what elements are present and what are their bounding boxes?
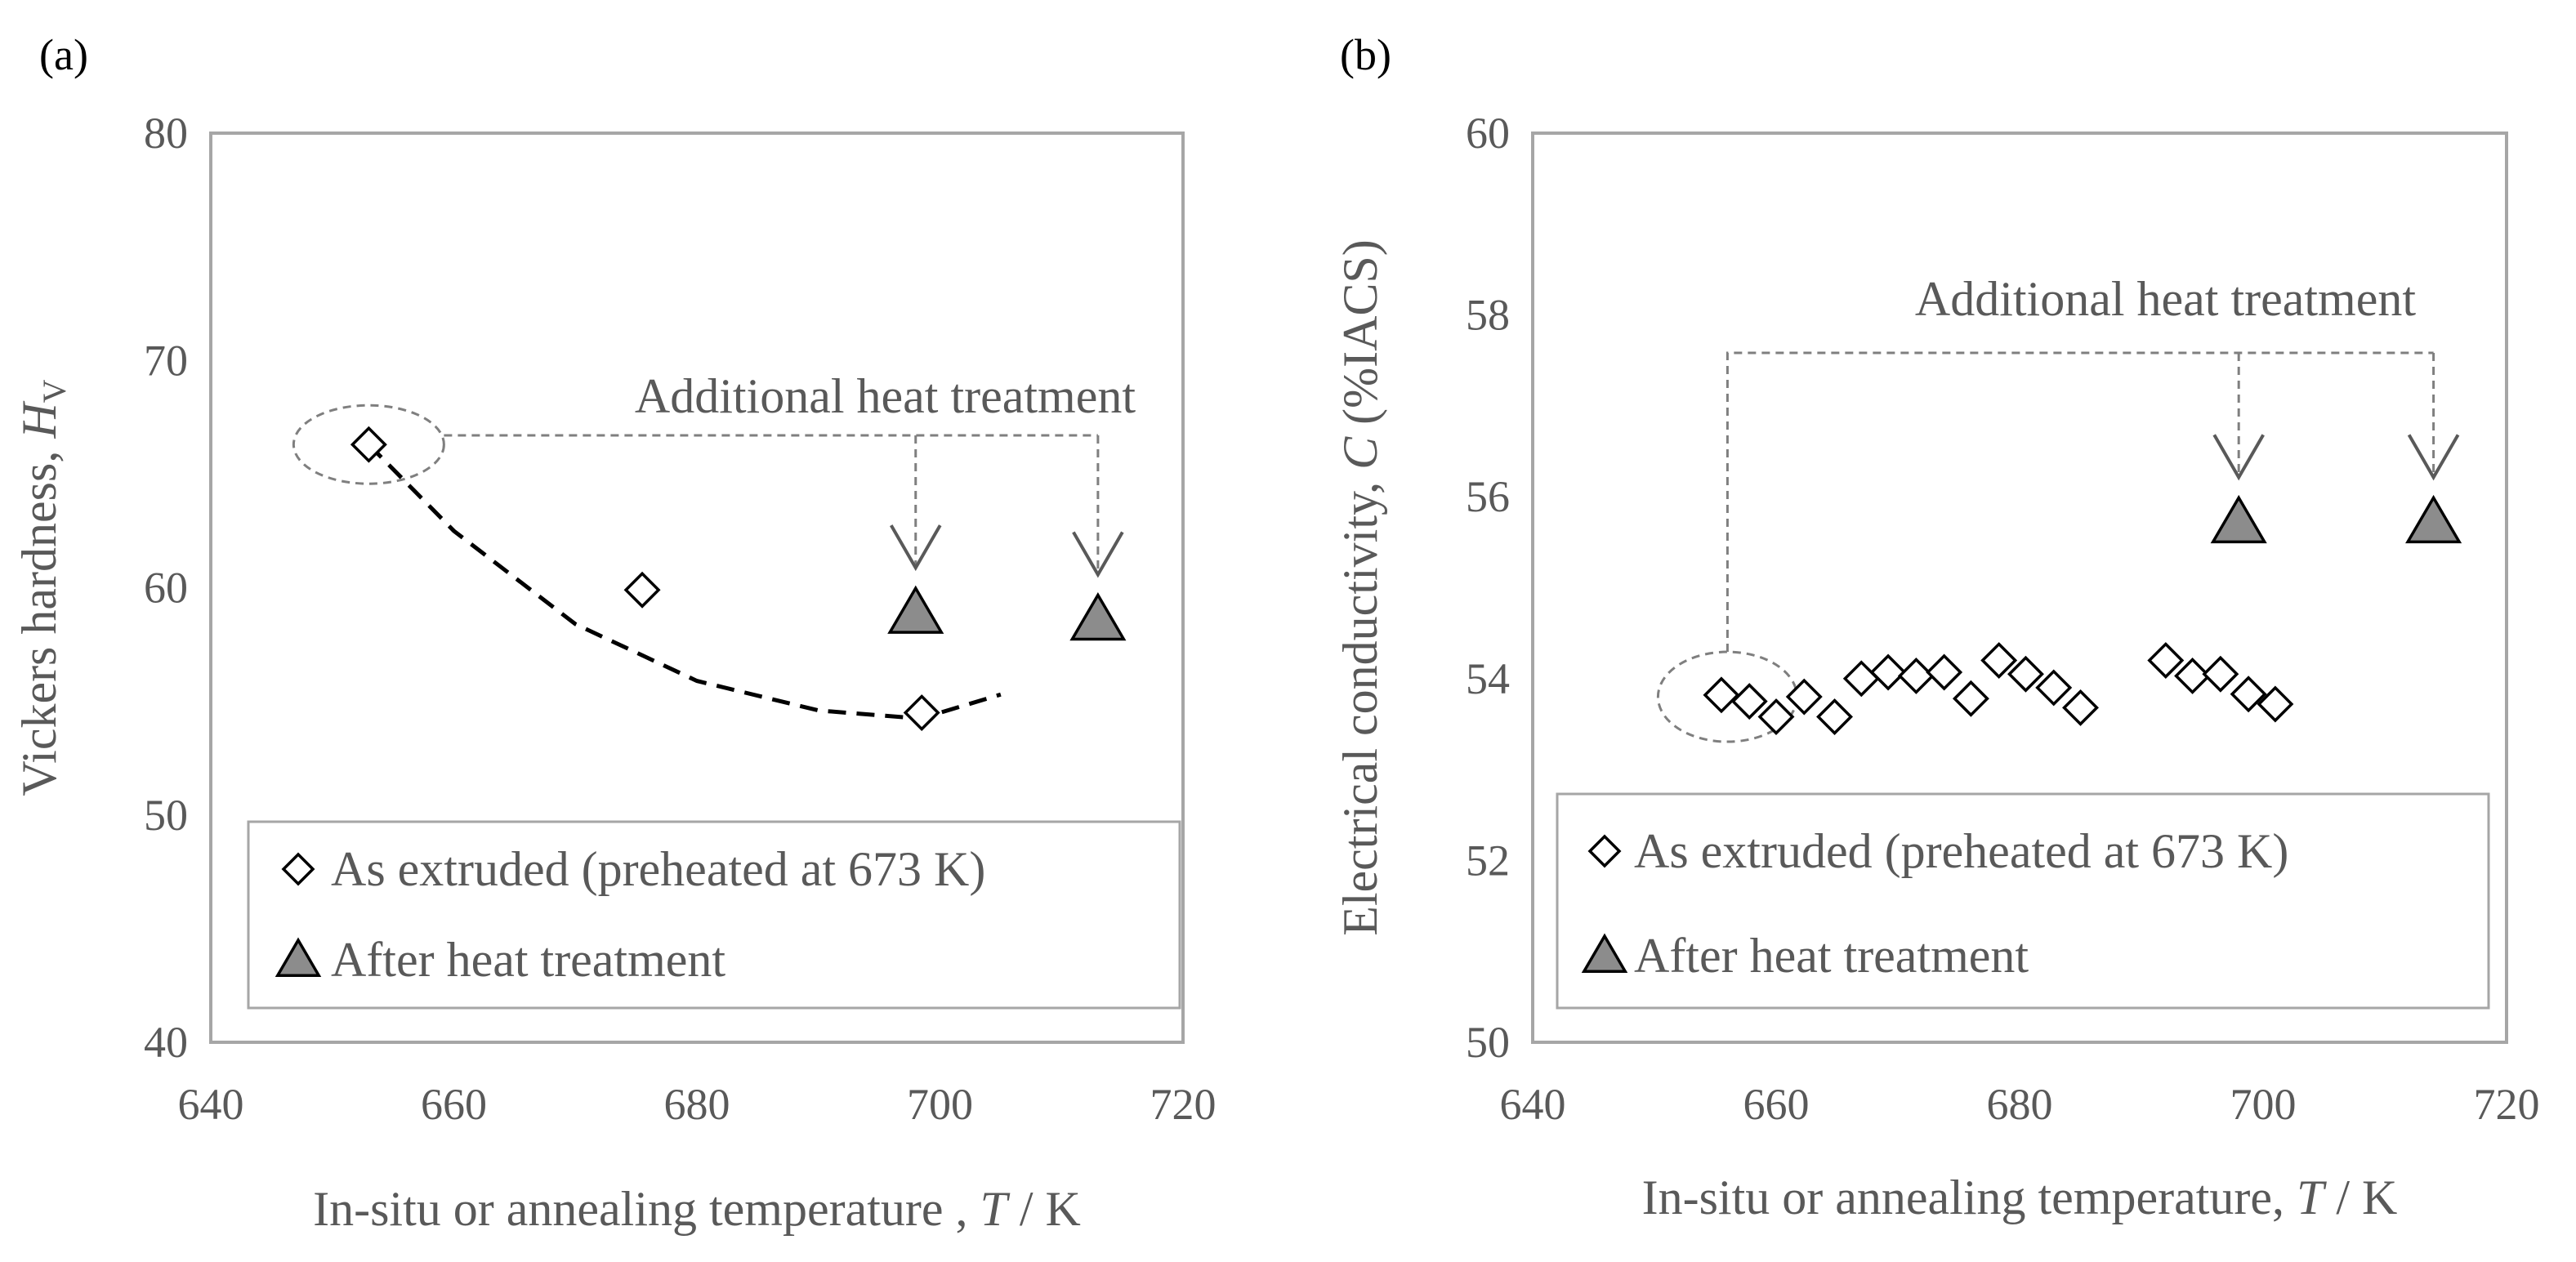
y-tick-label: 56 <box>1466 472 1510 521</box>
data-point-as-extruded <box>2230 676 2267 713</box>
y-tick-label: 54 <box>1466 654 1510 703</box>
data-point-as-extruded <box>2035 669 2073 707</box>
panel-label: (b) <box>1340 30 1391 79</box>
legend-label: After heat treatment <box>331 933 725 987</box>
y-tick-label: 58 <box>1466 291 1510 340</box>
data-point-as-extruded <box>903 694 940 732</box>
data-point-as-extruded <box>1757 698 1795 736</box>
y-axis-title: Vickers hardness, HV <box>12 379 73 796</box>
x-tick-label: 640 <box>1500 1080 1566 1129</box>
chart-panel-a: (a) 640 660 680 700 720 40 50 60 70 80 In-situ or a… <box>12 30 1217 1236</box>
y-tick-label: 60 <box>144 564 188 613</box>
plot-area <box>1531 132 2508 1044</box>
y-tick-label: 50 <box>144 791 188 840</box>
y-axis-title: Electrical conductivity, C (%IACS) <box>1333 239 1387 936</box>
trend-line <box>367 443 1002 720</box>
x-tick-label: 700 <box>2230 1080 2297 1129</box>
data-point-as-extruded <box>2062 689 2099 726</box>
legend-box <box>1556 792 2490 1010</box>
data-point-as-extruded <box>2147 642 2185 680</box>
y-tick-label: 50 <box>1466 1018 1510 1067</box>
x-tick-label: 680 <box>664 1080 730 1129</box>
y-tick-label: 80 <box>144 109 188 158</box>
data-point-as-extruded <box>1816 698 1853 736</box>
x-tick-label: 720 <box>2474 1080 2540 1129</box>
data-point-as-extruded <box>1952 680 1989 717</box>
legend-label: As extruded (preheated at 673 K) <box>331 842 985 896</box>
legend-marker-triangle <box>1581 933 1628 973</box>
y-tick-label: 60 <box>1466 109 1510 158</box>
data-point-as-extruded <box>1897 657 1935 694</box>
x-tick-label: 660 <box>1743 1080 1810 1129</box>
annotation-arrow-head <box>2212 434 2265 481</box>
data-point-as-extruded <box>1842 660 1880 698</box>
x-tick-label: 680 <box>1987 1080 2053 1129</box>
x-tick-label: 660 <box>421 1080 487 1129</box>
y-tick-label: 70 <box>144 336 188 385</box>
annotation-arrow-head <box>1072 531 1124 578</box>
data-point-as-extruded <box>2257 685 2294 723</box>
chart-panel-b: (b) 640 660 680 700 720 50 52 54 56 58 60 In-situ or… <box>1333 30 2540 1224</box>
plot-area <box>209 132 1185 1044</box>
data-point-after-heat-treatment <box>2405 494 2462 544</box>
data-point-as-extruded <box>1980 642 2018 680</box>
x-axis-title: In-situ or annealing temperature, T / K <box>1642 1171 2398 1224</box>
y-tick-label: 40 <box>144 1018 188 1067</box>
data-point-as-extruded <box>2174 657 2212 694</box>
legend-marker-diamond <box>281 852 315 886</box>
annotation-arrow-head <box>2407 434 2460 481</box>
annotation-label: Additional heat treatment <box>1915 272 2416 326</box>
data-point-as-extruded <box>1869 653 1907 691</box>
legend-label: After heat treatment <box>1634 929 2029 983</box>
x-tick-label: 720 <box>1150 1080 1217 1129</box>
annotation-arrow-head <box>890 524 942 572</box>
y-tick-label: 52 <box>1466 836 1510 885</box>
legend-marker-triangle <box>275 937 322 977</box>
legend-label: As extruded (preheated at 673 K) <box>1634 824 2288 878</box>
data-point-as-extruded <box>1703 676 1740 714</box>
x-tick-label: 700 <box>907 1080 973 1129</box>
legend-box <box>247 820 1181 1010</box>
panel-label: (a) <box>39 30 88 79</box>
annotation-label: Additional heat treatment <box>635 369 1136 423</box>
highlight-ellipse <box>292 404 445 485</box>
data-point-after-heat-treatment <box>887 585 944 634</box>
data-point-after-heat-treatment <box>1069 591 1127 641</box>
x-axis-title: In-situ or annealing temperature , T / K <box>313 1182 1081 1236</box>
data-point-as-extruded <box>1730 683 1768 720</box>
data-point-as-extruded <box>623 571 661 609</box>
data-point-as-extruded <box>2007 655 2044 693</box>
data-point-after-heat-treatment <box>2210 494 2267 544</box>
data-point-as-extruded <box>1926 653 1963 691</box>
annotation-bracket <box>1726 351 2434 653</box>
data-point-as-extruded <box>1785 678 1823 716</box>
x-tick-label: 640 <box>178 1080 244 1129</box>
data-point-as-extruded <box>2202 655 2239 693</box>
data-point-as-extruded <box>350 426 387 463</box>
legend-marker-diamond <box>1587 834 1622 868</box>
